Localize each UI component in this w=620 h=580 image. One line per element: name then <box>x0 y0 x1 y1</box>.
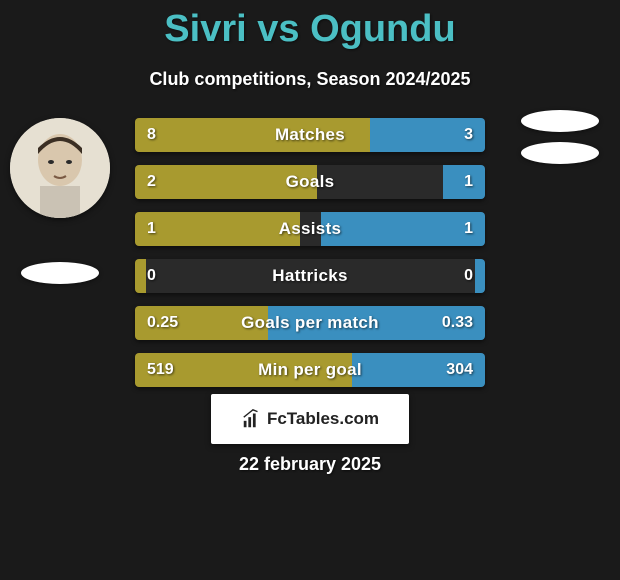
chart-icon <box>241 408 263 430</box>
stats-container: 83Matches 21Goals 11Assists 00Hattricks 0.25… <box>135 118 485 400</box>
stat-label: Min per goal <box>135 353 485 387</box>
player-left-column <box>0 110 120 284</box>
stat-label: Hattricks <box>135 259 485 293</box>
stat-label: Assists <box>135 212 485 246</box>
player-left-flag <box>21 262 99 284</box>
avatar-placeholder-icon <box>10 118 110 218</box>
stat-row-assists: 11Assists <box>135 212 485 246</box>
player-left-avatar <box>10 118 110 218</box>
stat-label: Matches <box>135 118 485 152</box>
stat-row-goals-per-match: 0.250.33Goals per match <box>135 306 485 340</box>
page-title: Sivri vs Ogundu <box>0 0 620 51</box>
date-label: 22 february 2025 <box>0 454 620 475</box>
attribution-badge: FcTables.com <box>211 394 409 444</box>
stat-label: Goals <box>135 165 485 199</box>
stat-row-min-per-goal: 519304Min per goal <box>135 353 485 387</box>
player-right-column <box>500 110 620 164</box>
stat-row-matches: 83Matches <box>135 118 485 152</box>
stat-label: Goals per match <box>135 306 485 340</box>
page-subtitle: Club competitions, Season 2024/2025 <box>0 69 620 90</box>
attribution-text: FcTables.com <box>267 409 379 429</box>
stat-row-goals: 21Goals <box>135 165 485 199</box>
stat-row-hattricks: 00Hattricks <box>135 259 485 293</box>
player-right-flag-bottom <box>521 142 599 164</box>
player-right-flag-top <box>521 110 599 132</box>
